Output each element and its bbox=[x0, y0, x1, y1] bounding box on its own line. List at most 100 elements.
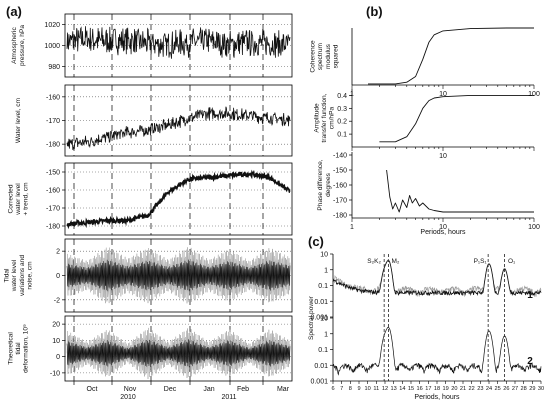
x-tick-label: 11 bbox=[373, 386, 379, 392]
x-tick-label: 28 bbox=[521, 386, 527, 392]
y-axis-label-line: cm/hPa bbox=[329, 106, 336, 129]
x-tick-label: 10 bbox=[439, 224, 447, 231]
y-axis-label: Spectral power bbox=[308, 295, 315, 340]
panel-label-a: (a) bbox=[6, 4, 22, 19]
y-tick-label: 0.1 bbox=[318, 347, 328, 354]
x-tick-label: 10 bbox=[365, 386, 371, 392]
y-tick-label: -150 bbox=[333, 168, 347, 175]
y-tick-label: 0.2 bbox=[337, 119, 347, 126]
year-label: 2011 bbox=[221, 394, 236, 401]
y-axis-label-line: water level bbox=[11, 259, 18, 292]
y-tick-label: 0.1 bbox=[318, 283, 328, 290]
tide-label: M₂ bbox=[391, 258, 399, 265]
y-axis-label-line: Amplitude bbox=[313, 103, 320, 133]
y-axis-label-line: Coherence bbox=[310, 40, 317, 73]
x-tick-label: 10 bbox=[439, 91, 447, 98]
x-tick-label: 14 bbox=[399, 386, 405, 392]
x-tick-label: 24 bbox=[486, 386, 492, 392]
x-tick-label: 29 bbox=[529, 386, 535, 392]
month-label: Jan bbox=[203, 386, 214, 393]
x-tick-label: 1 bbox=[350, 224, 354, 231]
y-axis-label-line: Tidal bbox=[4, 268, 11, 283]
spectrum-line bbox=[332, 327, 542, 376]
x-tick-label: 30 bbox=[538, 386, 544, 392]
y-tick-label: 1 bbox=[324, 267, 328, 274]
y-axis-label-line: squared bbox=[332, 44, 339, 68]
y-tick-label: 0 bbox=[56, 273, 60, 280]
tide-label: S₂K₂ bbox=[367, 258, 381, 265]
tide-label: O₁ bbox=[508, 258, 516, 265]
y-axis-label-line: noise, cm bbox=[26, 261, 33, 290]
x-tick-label: 27 bbox=[512, 386, 518, 392]
y-tick-label: -170 bbox=[46, 118, 60, 125]
x-axis-label: Periods, hours bbox=[414, 394, 460, 401]
x-tick-label: 100 bbox=[528, 224, 540, 231]
y-axis-label-line: water level bbox=[15, 183, 22, 216]
x-tick-label: 19 bbox=[443, 386, 449, 392]
spectrum-line bbox=[332, 260, 542, 297]
x-tick-label: 13 bbox=[391, 386, 397, 392]
y-axis-label-line: variations and bbox=[19, 255, 26, 296]
month-label: Feb bbox=[237, 386, 249, 393]
y-tick-label: 1 bbox=[324, 331, 328, 338]
month-label: Oct bbox=[87, 386, 98, 393]
x-tick-label: 9 bbox=[357, 386, 360, 392]
series-label: 2 bbox=[527, 356, 533, 367]
x-tick-label: 8 bbox=[349, 386, 352, 392]
y-tick-label: 0.01 bbox=[314, 363, 328, 370]
y-tick-label: 980 bbox=[48, 64, 60, 71]
series-line bbox=[379, 94, 534, 143]
x-tick-label: 20 bbox=[451, 386, 457, 392]
y-tick-label: 10 bbox=[320, 252, 328, 259]
y-tick-label: 1000 bbox=[44, 43, 60, 50]
y-tick-label: 0.001 bbox=[310, 315, 328, 322]
y-axis-label-line: Phase difference, bbox=[317, 159, 324, 210]
x-tick-label: 100 bbox=[528, 91, 540, 98]
y-tick-label: 0.3 bbox=[337, 106, 347, 113]
x-tick-label: 12 bbox=[382, 386, 388, 392]
series-line bbox=[66, 26, 291, 59]
y-tick-label: -160 bbox=[333, 183, 347, 190]
y-axis-label-line: Atmospheric bbox=[11, 26, 18, 63]
x-axis-label: Periods, hours bbox=[420, 229, 466, 236]
series-line bbox=[66, 339, 291, 368]
x-tick-label: 18 bbox=[434, 386, 440, 392]
series-line bbox=[66, 169, 291, 230]
x-tick-label: 21 bbox=[460, 386, 466, 392]
y-tick-label: 1020 bbox=[44, 22, 60, 29]
month-label: Dec bbox=[164, 386, 177, 393]
month-label: Nov bbox=[124, 386, 137, 393]
x-tick-label: 10 bbox=[439, 153, 447, 160]
y-tick-label: -2 bbox=[54, 297, 60, 304]
series-line bbox=[368, 27, 534, 85]
y-axis-label-line: modulus bbox=[325, 43, 332, 69]
y-axis-label-line: spectrum bbox=[317, 42, 324, 70]
y-tick-label: 10 bbox=[52, 338, 60, 345]
y-axis-label-line: Water level, cm bbox=[15, 97, 22, 143]
panel-label-b: (b) bbox=[366, 4, 383, 19]
y-axis-label-line: Theoretical bbox=[7, 332, 14, 365]
y-axis-label-line: deformation, 10⁹ bbox=[23, 324, 30, 373]
y-axis-label-line: Corrected bbox=[7, 184, 14, 213]
y-axis-label-line: + trend, cm bbox=[23, 182, 30, 216]
y-tick-label: 0.01 bbox=[314, 299, 328, 306]
y-tick-label: 2 bbox=[56, 249, 60, 256]
y-tick-label: 0 bbox=[56, 354, 60, 361]
y-axis-label-line: pressure, hPa bbox=[19, 25, 26, 66]
y-tick-label: -180 bbox=[46, 142, 60, 149]
x-tick-label: 15 bbox=[408, 386, 414, 392]
y-axis-label-line: degrees bbox=[325, 172, 332, 197]
y-tick-label: 10 bbox=[320, 316, 328, 323]
y-tick-label: -10 bbox=[50, 370, 60, 377]
y-tick-label: -180 bbox=[46, 224, 60, 231]
month-label: Mar bbox=[277, 386, 290, 393]
series-line bbox=[66, 106, 291, 150]
subplot-frame bbox=[64, 162, 293, 236]
y-tick-label: 0.001 bbox=[310, 379, 328, 386]
series-label: 1 bbox=[527, 290, 533, 301]
y-tick-label: 0.4 bbox=[337, 93, 347, 100]
year-label: 2010 bbox=[120, 394, 136, 401]
x-tick-label: 16 bbox=[417, 386, 423, 392]
x-tick-label: 25 bbox=[495, 386, 501, 392]
